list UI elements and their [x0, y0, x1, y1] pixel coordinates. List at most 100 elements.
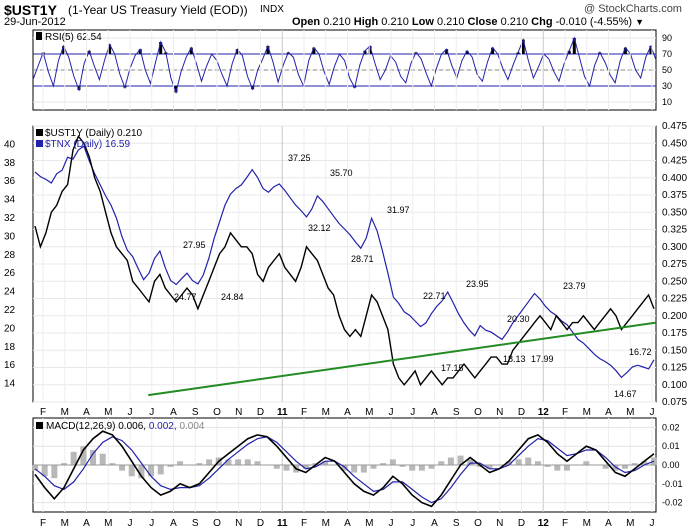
macd-tick-label: 0.01 — [662, 441, 680, 451]
macd-legend-part: MACD(12,26,9) — [46, 421, 118, 432]
right-axis-tick-label: 0.200 — [662, 311, 687, 322]
macd-tick-label: -0.01 — [662, 479, 683, 489]
right-axis-tick-label: 0.225 — [662, 294, 687, 305]
macd-tick-label: 0.02 — [662, 422, 680, 432]
price-x-tick-label: A — [431, 407, 438, 418]
chg-label: Chg — [531, 16, 553, 28]
watermark: @ StockCharts.com — [584, 3, 682, 15]
macd-histogram-bar — [525, 457, 532, 465]
right-axis-tick-label: 0.475 — [662, 121, 687, 132]
macd-histogram-bar — [244, 459, 251, 465]
price-x-tick-label: M — [365, 407, 373, 418]
macd-histogram-bar — [254, 461, 261, 465]
price-x-tick-label: N — [496, 407, 503, 418]
left-axis-tick-label: 34 — [4, 195, 16, 206]
right-axis-tick-label: 0.125 — [662, 363, 687, 374]
tnx-series-line — [34, 145, 655, 379]
macd-x-tick-label: D — [257, 518, 264, 529]
macd-histogram-bar — [32, 465, 38, 471]
rsi-series-line — [32, 36, 657, 95]
macd-histogram-bar — [467, 459, 474, 465]
macd-x-tick-label: F — [562, 518, 568, 529]
macd-histogram-bar — [438, 461, 445, 465]
left-axis-tick-label: 16 — [4, 360, 16, 371]
price-x-tick-label: F — [301, 407, 307, 418]
macd-histogram-bar — [225, 459, 232, 465]
macd-histogram-bar — [41, 465, 48, 477]
macd-x-tick-label: O — [474, 518, 482, 529]
macd-histogram-bar — [544, 465, 551, 467]
macd-x-tick-label: A — [170, 518, 177, 529]
macd-x-tick-label: J — [389, 518, 394, 529]
price-legend-label: $UST1Y (Daily) 0.210 — [45, 128, 143, 139]
left-axis-tick-label: 22 — [4, 305, 16, 316]
price-x-tick-label: M — [583, 407, 591, 418]
macd-histogram-bar — [302, 465, 309, 469]
price-x-tick-label: A — [83, 407, 90, 418]
price-x-tick-label: J — [149, 407, 154, 418]
price-x-tick-label: M — [61, 407, 69, 418]
price-legend-swatch — [36, 129, 43, 136]
macd-x-tick-label: A — [431, 518, 438, 529]
price-annotation: 22.71 — [423, 291, 446, 301]
price-annotation: 18.13 — [503, 354, 526, 364]
low-value: 0.210 — [436, 16, 465, 28]
right-axis-tick-label: 0.450 — [662, 138, 687, 149]
macd-histogram-bar — [360, 465, 367, 473]
macd-x-tick-label: S — [453, 518, 460, 529]
rsi-tick-label: 10 — [662, 97, 672, 107]
macd-histogram-bar — [80, 446, 87, 465]
price-annotation: 17.15 — [441, 363, 464, 373]
macd-histogram-bar — [486, 465, 493, 469]
dropdown-arrow-icon[interactable]: ▼ — [635, 17, 645, 27]
macd-histogram-bar — [109, 463, 116, 465]
macd-x-tick-label: D — [518, 518, 525, 529]
macd-histogram-bar — [428, 465, 435, 469]
chart-date: 29-Jun-2012 — [4, 16, 66, 28]
left-axis-tick-label: 28 — [4, 250, 16, 261]
right-axis-tick-label: 0.075 — [662, 397, 687, 408]
macd-histogram-bar — [447, 457, 454, 465]
macd-histogram-bar — [380, 463, 387, 465]
macd-x-tick-label: M — [365, 518, 373, 529]
right-axis-tick-label: 0.250 — [662, 276, 687, 287]
macd-histogram-bar — [177, 461, 184, 465]
right-axis-tick-label: 0.100 — [662, 380, 687, 391]
macd-legend-label: MACD(12,26,9) 0.006, 0.002, 0.004 — [46, 421, 205, 432]
left-axis-tick-label: 32 — [4, 213, 16, 224]
right-axis-tick-label: 0.275 — [662, 259, 687, 270]
price-x-tick-label: M — [626, 407, 634, 418]
right-axis-tick-label: 0.300 — [662, 242, 687, 253]
rsi-tick-label: 50 — [662, 65, 672, 75]
macd-x-tick-label: M — [61, 518, 69, 529]
chg-value: -0.010 (-4.55%) — [555, 16, 633, 28]
price-x-tick-label: N — [235, 407, 242, 418]
macd-histogram-bar — [341, 465, 348, 471]
price-annotation: 31.97 — [387, 205, 410, 215]
macd-histogram-bar — [283, 465, 290, 471]
macd-x-tick-label: J — [149, 518, 154, 529]
price-annotation: 14.67 — [614, 389, 637, 399]
rsi-legend-label: RSI(5) 62.54 — [45, 32, 102, 43]
macd-histogram-bar — [515, 459, 522, 465]
close-value: 0.210 — [500, 16, 529, 28]
macd-legend-part: 0.006, — [118, 421, 149, 432]
open-label: Open — [292, 16, 321, 28]
ust1y-series-line — [34, 134, 655, 387]
left-axis-tick-label: 24 — [4, 287, 16, 298]
macd-histogram-bar — [631, 463, 638, 465]
macd-histogram-bar — [554, 465, 561, 471]
price-x-tick-label: 11 — [277, 407, 288, 418]
macd-histogram-bar — [128, 465, 135, 477]
price-x-tick-label: F — [562, 407, 568, 418]
macd-line — [34, 430, 655, 508]
price-x-tick-label: A — [344, 407, 351, 418]
macd-x-tick-label: J — [650, 518, 655, 529]
macd-tick-label: 0.00 — [662, 460, 680, 470]
macd-legend-part: 0.002, — [149, 421, 180, 432]
open-value: 0.210 — [323, 16, 351, 28]
right-axis-tick-label: 0.325 — [662, 225, 687, 236]
macd-x-tick-label: M — [104, 518, 112, 529]
macd-histogram-bar — [322, 461, 329, 465]
